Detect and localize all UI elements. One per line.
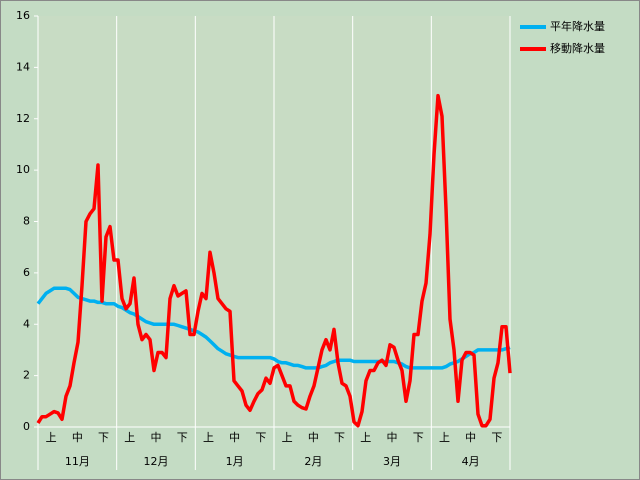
x-group-label: 11月: [65, 455, 90, 468]
x-group-label: 12月: [144, 455, 169, 468]
x-tick-label: 下: [334, 431, 345, 444]
x-tick-label: 中: [465, 431, 476, 444]
x-tick-label: 下: [413, 431, 424, 444]
x-tick-label: 下: [491, 431, 502, 444]
x-tick-label: 中: [151, 431, 162, 444]
x-tick-label: 中: [229, 431, 240, 444]
x-tick-label: 中: [387, 431, 398, 444]
x-group-label: 2月: [304, 455, 322, 468]
y-tick-label: 10: [16, 163, 30, 176]
x-tick-label: 上: [203, 431, 214, 444]
legend-label: 平年降水量: [550, 19, 605, 33]
y-tick-label: 8: [23, 215, 30, 228]
y-tick-label: 2: [23, 369, 30, 382]
x-group-label: 1月: [226, 455, 244, 468]
y-tick-label: 14: [16, 60, 30, 73]
x-group-label: 3月: [383, 455, 401, 468]
x-tick-label: 上: [46, 431, 57, 444]
x-tick-label: 下: [98, 431, 109, 444]
x-tick-label: 中: [72, 431, 83, 444]
x-tick-label: 上: [124, 431, 135, 444]
x-tick-label: 下: [255, 431, 266, 444]
y-tick-label: 0: [23, 420, 30, 433]
y-tick-label: 12: [16, 112, 30, 125]
y-tick-label: 16: [16, 9, 30, 22]
x-tick-label: 上: [282, 431, 293, 444]
x-group-label: 4月: [462, 455, 480, 468]
legend-label: 移動降水量: [550, 41, 605, 55]
x-tick-label: 上: [439, 431, 450, 444]
line-series: [36, 286, 511, 370]
y-tick-label: 6: [23, 266, 30, 279]
x-tick-label: 下: [177, 431, 188, 444]
y-tick-label: 4: [23, 317, 30, 330]
line-series: [36, 93, 512, 428]
x-tick-label: 中: [308, 431, 319, 444]
x-tick-label: 上: [360, 431, 371, 444]
